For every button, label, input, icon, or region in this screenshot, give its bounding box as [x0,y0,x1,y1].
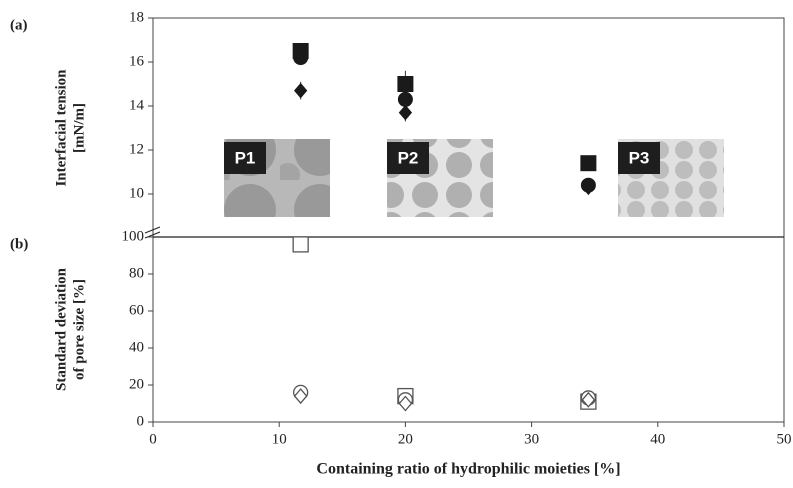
y-tick-label: 10 [129,185,144,201]
inset-image: P2 [387,139,493,217]
marker-diamond [398,104,413,121]
x-tick-label: 40 [650,431,665,447]
inset-image: P1 [224,139,330,217]
x-tick-label: 50 [777,431,792,447]
inset-label: P3 [629,148,650,167]
y-axis-label: of pore size [%] [71,279,87,380]
x-tick-label: 10 [272,431,287,447]
y-tick-label: 40 [129,339,144,355]
y-tick-label: 0 [137,413,145,429]
y-tick-label: 80 [129,265,144,281]
marker-square [580,155,597,172]
marker-diamond [293,82,308,99]
marker-diamond [398,395,413,412]
y-axis-label: [mN/m] [71,103,87,153]
marker-square [292,236,309,253]
marker-diamond [581,179,596,196]
y-tick-label: 100 [122,228,145,244]
y-axis-label: Interfacial tension [53,69,69,187]
y-axis-label: Standard deviation [53,267,69,391]
x-tick-label: 0 [149,431,157,447]
x-axis-label: Containing ratio of hydrophilic moieties… [316,461,620,478]
inset-label-box [224,142,266,174]
y-tick-label: 14 [129,97,145,113]
y-tick-label: 60 [129,302,144,318]
plot-frame [144,17,785,423]
x-tick-label: 20 [398,431,413,447]
y-tick-label: 18 [129,9,144,25]
inset-label: P1 [235,148,256,167]
marker-circle [293,50,309,66]
inset-label-box [387,142,429,174]
marker-diamond [581,391,596,408]
y-tick-label: 20 [129,376,144,392]
inset-label-box [618,142,660,174]
x-tick-label: 30 [524,431,539,447]
y-tick-label: 16 [129,53,145,69]
inset-label: P2 [398,148,419,167]
inset-image: P3 [618,139,724,217]
y-tick-label: 12 [129,141,144,157]
marker-square [397,76,414,92]
marker-diamond [293,388,308,405]
panel-label: (b) [10,236,28,252]
panel-label: (a) [10,17,28,33]
